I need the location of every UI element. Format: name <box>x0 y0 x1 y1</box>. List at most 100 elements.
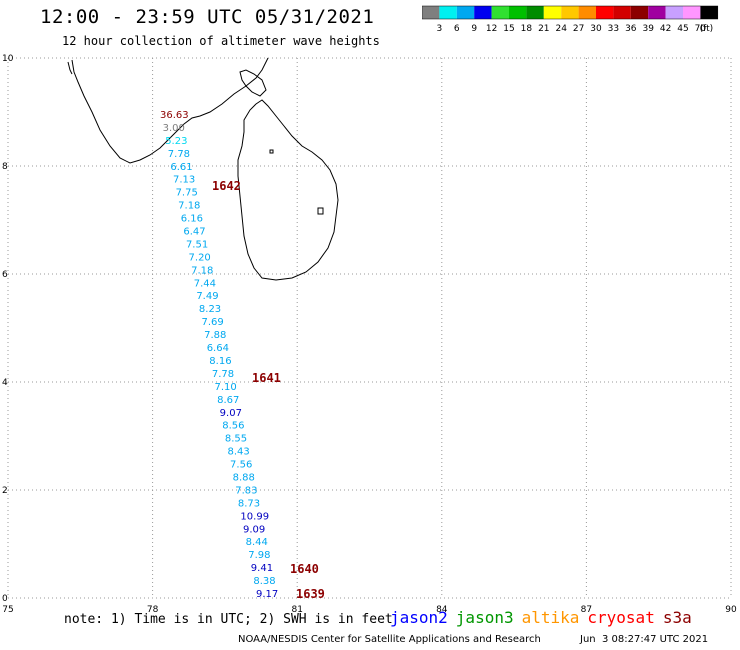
wave-height-value: 9.17 <box>256 589 278 600</box>
map-subtitle: 12 hour collection of altimeter wave hei… <box>62 34 380 48</box>
colorbar-label: 21 <box>538 24 549 34</box>
colorbar-swatch <box>561 6 579 19</box>
colorbar-label: 18 <box>521 24 533 34</box>
wave-height-value: 3.00 <box>163 123 185 134</box>
colorbar-swatch <box>683 6 701 19</box>
lat-tick-label: 10 <box>2 54 14 64</box>
wave-height-value: 6.16 <box>181 214 203 225</box>
wave-height-value: 8.55 <box>225 434 247 445</box>
lat-tick-label: 4 <box>2 378 8 388</box>
colorbar-swatch <box>596 6 614 19</box>
wave-height-value: 6.47 <box>183 227 205 238</box>
colorbar-unit: (ft) <box>700 24 714 34</box>
wave-height-value: 8.43 <box>227 447 249 458</box>
colorbar-label: 33 <box>608 24 619 34</box>
wave-height-value: 8.44 <box>246 537 268 548</box>
wave-height-value: 9.09 <box>243 524 265 535</box>
colorbar-swatch <box>543 6 562 19</box>
credit-line: NOAA/NESDIS Center for Satellite Applica… <box>238 634 541 645</box>
wave-height-value: 7.18 <box>191 265 213 276</box>
wave-height-value: 10.99 <box>240 511 269 522</box>
wave-height-value: 6.64 <box>207 343 229 354</box>
colorbar-swatch <box>665 6 683 19</box>
wave-height-value: 7.18 <box>178 201 200 212</box>
wave-height-value: 7.10 <box>214 382 236 393</box>
wave-height-value: 8.38 <box>253 576 275 587</box>
india-coast-detail <box>67 61 73 75</box>
colorbar-label: 15 <box>503 24 514 34</box>
satellite-legend-item: s3a <box>662 608 692 627</box>
colorbar-label: 36 <box>625 24 637 34</box>
wave-height-value: 7.75 <box>176 188 198 199</box>
wave-height-value: 9.07 <box>220 408 242 419</box>
colorbar-label: 3 <box>437 24 443 34</box>
axis-tick-labels: 75 78 81 84 87 90 0 2 4 6 8 10 <box>2 54 737 615</box>
wave-height-value: 7.49 <box>196 291 218 302</box>
colorbar-swatch <box>613 6 631 19</box>
lon-tick-label: 78 <box>147 605 159 615</box>
wave-height-value: 8.16 <box>209 356 231 367</box>
lat-tick-label: 8 <box>2 162 8 172</box>
wave-height-value: 7.69 <box>202 317 224 328</box>
wave-height-value: 7.56 <box>230 460 252 471</box>
lon-tick-label: 84 <box>436 605 448 615</box>
colorbar-label: 30 <box>590 24 602 34</box>
wave-height-value: 8.88 <box>233 472 255 483</box>
wave-height-value: 7.20 <box>189 252 211 263</box>
satellite-legend-item: cryosat <box>587 608 655 627</box>
lon-tick-label: 75 <box>2 605 13 615</box>
lat-lon-grid <box>7 57 732 599</box>
satellite-legend-item: jason2 <box>390 608 448 627</box>
colorbar-swatch <box>648 6 666 19</box>
colorbar-label: 27 <box>573 24 584 34</box>
wave-height-value: 7.44 <box>194 278 216 289</box>
colorbar-label: 6 <box>454 24 460 34</box>
lon-tick-label: 90 <box>725 605 737 615</box>
pass-time-label: 1642 <box>212 179 241 193</box>
wave-height-value: 8.73 <box>238 498 260 509</box>
wave-height-value: 7.78 <box>212 369 234 380</box>
pass-time-label: 1639 <box>296 587 325 601</box>
wave-height-value: 7.98 <box>248 550 270 561</box>
wave-height-colorbar: 3 6 9 12 15 18 21 24 27 30 33 36 39 42 45 70(ft) <box>422 5 719 34</box>
wave-height-value: 36.63 <box>160 110 189 121</box>
wave-height-value: 5.23 <box>165 136 187 147</box>
colorbar-swatch <box>700 6 718 19</box>
coastline <box>67 57 339 281</box>
lat-tick-label: 2 <box>2 486 8 496</box>
small-island <box>317 207 324 215</box>
lon-tick-label: 81 <box>291 605 302 615</box>
wave-height-value: 7.13 <box>173 175 195 186</box>
satellite-legend-item: jason3 <box>455 608 514 627</box>
wave-height-value: 7.88 <box>204 330 226 341</box>
wave-height-value: 8.56 <box>222 421 244 432</box>
lon-tick-label: 87 <box>581 605 592 615</box>
sri-lanka-coastline <box>237 99 339 281</box>
pass-time-label: 1641 <box>252 371 281 385</box>
colorbar-label: 24 <box>555 24 567 34</box>
lat-tick-label: 6 <box>2 270 8 280</box>
footer-note: note: 1) Time is in UTC; 2) SWH is in fe… <box>64 612 393 627</box>
colorbar-swatch <box>578 6 596 19</box>
pass-time-labels: 1642 1641 1640 1639 <box>212 179 325 601</box>
map-title: 12:00 - 23:59 UTC 05/31/2021 <box>40 6 375 28</box>
colorbar-swatch <box>630 6 649 19</box>
small-island <box>269 149 274 154</box>
satellite-legend-item: altika <box>521 608 580 627</box>
colorbar-swatch <box>509 6 527 19</box>
colorbar-frame <box>422 5 719 20</box>
colorbar-label: 45 <box>677 24 688 34</box>
wave-height-value: 8.23 <box>199 304 221 315</box>
wave-height-value: 9.41 <box>251 563 273 574</box>
wave-height-value: 7.51 <box>186 239 208 250</box>
pass-time-label: 1640 <box>290 562 319 576</box>
colorbar-label: 70 <box>695 24 707 34</box>
colorbar-swatch <box>491 6 509 19</box>
colorbar-swatch <box>526 6 544 19</box>
wave-height-observations: 36.63 3.00 5.23 7.78 6.61 7.13 7.75 7.18 6.16 6.4… <box>160 110 278 600</box>
jaffna-peninsula <box>239 69 267 97</box>
colorbar-swatch <box>456 6 475 19</box>
wave-height-value: 8.67 <box>217 395 239 406</box>
colorbar-label: 39 <box>642 24 654 34</box>
